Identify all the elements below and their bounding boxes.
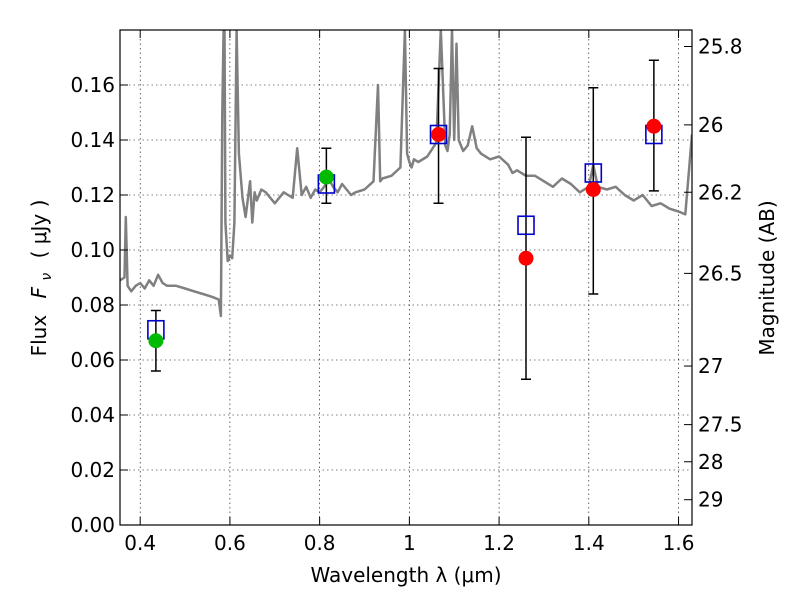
observed-point-red [585, 182, 601, 197]
y-tick-label: 0.16 [70, 73, 115, 97]
model-point-square [429, 124, 448, 145]
errorbar-layer [150, 59, 659, 380]
right-tick-label: 26.5 [698, 261, 743, 285]
x-tick-label: 0.6 [214, 531, 246, 555]
model-spectrum-line [120, 30, 692, 318]
observed-point-red [518, 250, 534, 266]
x-tick-label: 1 [403, 531, 416, 555]
y-axis-label-text: Flux [27, 315, 51, 357]
right-tick-label: 27 [698, 354, 723, 378]
x-tick-label: 1.6 [663, 531, 695, 555]
y-tick-label: 0.10 [70, 238, 115, 262]
observed-points-layer [148, 118, 662, 349]
plot-frame [119, 29, 693, 526]
y-axis-label-subscript: ν [39, 273, 55, 281]
ticks: 0.4 0.6 0.8 1 1.2 1.4 1.6 0.00 0.02 0.04 0.06 0.08 0… [70, 30, 743, 555]
x-tick-label: 1.4 [573, 531, 605, 555]
y-tick-label: 0.12 [70, 183, 115, 207]
y-axis-label-unit: ( μJy ) [27, 200, 51, 259]
x-tick-label: 0.4 [124, 531, 156, 555]
right-tick-label: 26.2 [698, 180, 743, 204]
right-tick-label: 26 [698, 113, 723, 137]
model-point-square [517, 215, 535, 236]
y-axis-label: Flux F ν ( μJy ) [27, 200, 56, 357]
y-tick-label: 0.04 [70, 403, 115, 427]
right-tick-label: 29 [698, 488, 723, 512]
x-axis-label: Wavelength λ (μm) [310, 563, 501, 587]
observed-point-red [646, 118, 662, 134]
right-tick-label: 27.5 [698, 413, 743, 437]
y-tick-label: 0.00 [70, 513, 115, 537]
observed-point-green [318, 169, 334, 185]
y-axis-label-symbol: F [27, 286, 51, 298]
y-tick-label: 0.08 [70, 293, 115, 317]
right-tick-label: 28 [698, 450, 723, 474]
observed-point-red [431, 127, 447, 142]
y-tick-label: 0.06 [70, 348, 115, 372]
x-tick-label: 1.2 [483, 531, 515, 555]
grid [120, 30, 692, 525]
y-tick-label: 0.14 [70, 128, 115, 152]
x-tick-label: 0.8 [304, 531, 336, 555]
right-axis-label: Magnitude (AB) [755, 200, 779, 355]
model-spectrum-layer [120, 30, 692, 318]
right-tick-label: 25.8 [698, 35, 743, 59]
y-tick-label: 0.02 [70, 458, 115, 482]
observed-point-green [148, 333, 164, 349]
